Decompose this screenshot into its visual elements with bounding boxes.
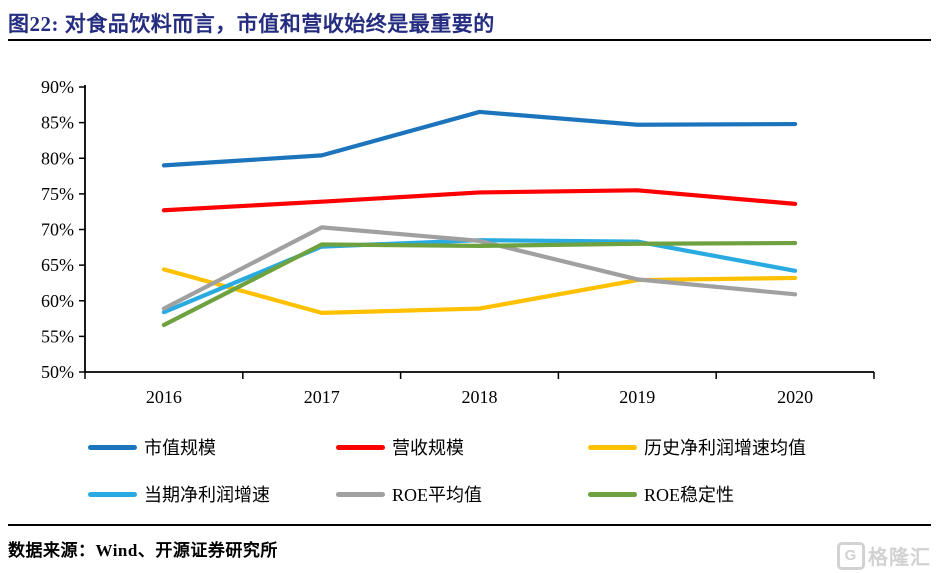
chart-axes (84, 85, 874, 373)
legend-swatch-icon (336, 444, 385, 450)
legend-item: ROE稳定性 (588, 481, 918, 507)
legend-swatch-icon (588, 444, 637, 450)
legend-swatch-icon (588, 491, 637, 497)
series-line (161, 109, 798, 168)
legend-item: 历史净利润增速均值 (588, 434, 918, 460)
legend-swatch-icon (88, 491, 137, 497)
x-tick-label: 2018 (462, 387, 498, 407)
legend-swatch-icon (88, 444, 137, 450)
series-line (161, 240, 798, 328)
y-tick-label: 80% (41, 148, 74, 168)
x-tick-label: 2017 (304, 387, 340, 407)
x-tick-label: 2016 (146, 387, 182, 407)
legend-label: ROE稳定性 (644, 485, 734, 505)
footer-divider (8, 524, 931, 526)
chart-legend: 市值规模 营收规模 历史净利润增速均值当期净利润增速 ROE平均值 ROE稳定性 (88, 434, 918, 507)
x-tick-label: 2020 (777, 387, 813, 407)
legend-label: 当期净利润增速 (144, 485, 270, 505)
y-axis-labels: 90% 85% 80% 75% 70% 65% 60% 55% 50% (41, 77, 85, 382)
series-line (161, 267, 798, 315)
figure-title: 图22: 对食品饮料而言，市值和营收始终是最重要的 (8, 12, 495, 36)
x-axis-labels: 2016 2017 2018 2019 2020 (84, 372, 875, 407)
y-tick-label: 60% (41, 291, 74, 311)
legend-item: 市值规模 (88, 434, 336, 460)
title-divider (8, 39, 931, 41)
series-line (161, 225, 798, 311)
line-chart: 90% 85% 80% 75% 70% 65% 60% 55% 50% 2016 2017 2018… (41, 77, 875, 407)
gelonghui-logo-icon: G (837, 541, 865, 570)
x-tick-label: 2019 (619, 387, 655, 407)
legend-label: 市值规模 (144, 438, 216, 458)
y-tick-label: 55% (41, 326, 74, 346)
legend-item: 当期净利润增速 (88, 481, 336, 507)
legend-label: 营收规模 (392, 438, 464, 458)
y-tick-label: 90% (41, 77, 74, 97)
y-tick-label: 50% (41, 362, 74, 382)
legend-item: 营收规模 (336, 434, 588, 460)
y-tick-label: 65% (41, 255, 74, 275)
legend-label: ROE平均值 (392, 485, 482, 505)
chart-series-lines (161, 109, 798, 328)
gelonghui-watermark-text: 格隆汇 (868, 547, 931, 569)
legend-swatch-icon (336, 491, 385, 497)
data-source: 数据来源：Wind、开源证券研究所 (8, 541, 278, 560)
legend-label: 历史净利润增速均值 (644, 438, 806, 458)
y-tick-label: 70% (41, 220, 74, 240)
legend-item: ROE平均值 (336, 481, 588, 507)
gelonghui-watermark: G 格隆汇 (837, 541, 931, 570)
y-tick-label: 85% (41, 113, 74, 133)
y-tick-label: 75% (41, 184, 74, 204)
series-line (161, 188, 798, 213)
